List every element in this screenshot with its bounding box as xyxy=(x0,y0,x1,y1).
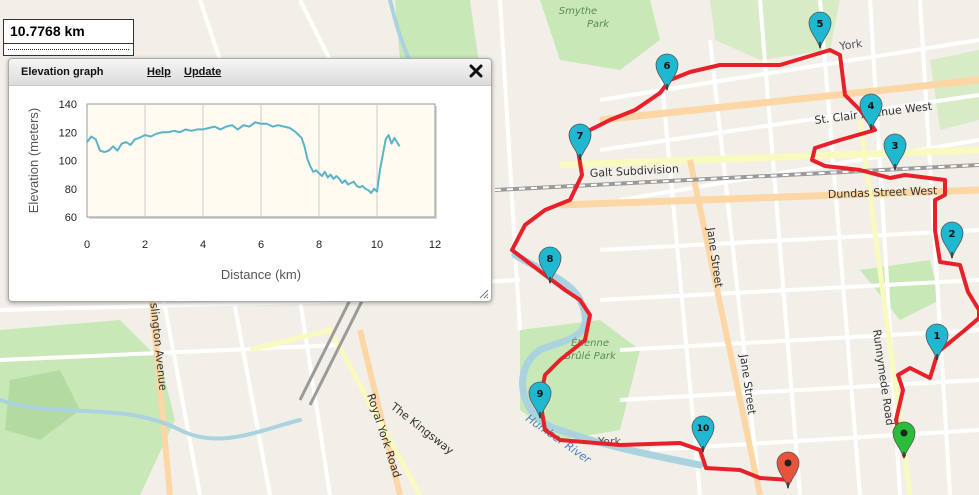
route-distance: 10.7768 km xyxy=(3,19,134,44)
x-tick-label: 10 xyxy=(371,239,383,251)
route-line xyxy=(510,48,979,482)
waypoint-marker-7[interactable]: 7 xyxy=(568,123,592,162)
marker-label: 6 xyxy=(664,61,671,72)
elevation-chart: 0 2 4 6 8 10 12 60 80 100 120 140 Distance (km) Eleva… xyxy=(26,99,441,282)
y-axis-title: Elevation (meters) xyxy=(26,108,41,213)
marker-label: 3 xyxy=(892,141,899,152)
elevation-panel-header[interactable]: Elevation graph Help Update xyxy=(9,59,491,86)
waypoint-marker-9[interactable]: 9 xyxy=(528,381,552,420)
x-tick-label: 8 xyxy=(316,239,322,251)
waypoint-marker-1[interactable]: 1 xyxy=(925,323,949,362)
marker-label: 4 xyxy=(868,101,875,112)
close-icon[interactable] xyxy=(467,62,485,80)
y-tick-label: 80 xyxy=(65,184,77,196)
marker-label: 7 xyxy=(577,131,584,142)
update-link[interactable]: Update xyxy=(184,66,222,78)
map-label-galt-subdivision: Galt Subdivision xyxy=(589,162,679,180)
waypoint-marker-8[interactable]: 8 xyxy=(538,246,562,285)
route-markers: 1 2 3 4 5 6 7 8 9 10 xyxy=(528,11,964,490)
y-tick-label: 140 xyxy=(59,99,77,111)
start-marker-icon[interactable] xyxy=(892,421,916,460)
map-label-etienne-park-line2: Brûlé Park xyxy=(564,350,617,362)
distance-box-underline xyxy=(3,44,134,56)
map-label-smythe-park: Smythe xyxy=(559,6,597,17)
resize-grip-icon[interactable] xyxy=(477,287,489,299)
help-link[interactable]: Help xyxy=(147,66,171,78)
marker-label: 10 xyxy=(697,424,710,434)
waypoint-marker-4[interactable]: 4 xyxy=(859,93,883,132)
marker-label: 2 xyxy=(949,229,956,240)
map-label-york-north: York xyxy=(838,37,864,53)
x-tick-label: 0 xyxy=(84,239,90,251)
waypoint-marker-3[interactable]: 3 xyxy=(883,133,907,172)
end-marker-icon[interactable] xyxy=(776,451,800,490)
waypoint-marker-10[interactable]: 10 xyxy=(691,415,715,454)
marker-label: 5 xyxy=(817,19,824,30)
x-tick-label: 12 xyxy=(429,239,441,251)
x-tick-label: 2 xyxy=(142,239,148,251)
y-tick-label: 60 xyxy=(65,212,77,224)
elevation-panel: Elevation graph Help Update 0 2 4 6 8 10 12 60 8… xyxy=(8,58,492,302)
waypoint-marker-2[interactable]: 2 xyxy=(940,221,964,260)
x-tick-label: 4 xyxy=(200,239,206,251)
x-tick-label: 6 xyxy=(258,239,264,251)
map-label-smythe-park-line2: Park xyxy=(587,19,610,30)
marker-label: 1 xyxy=(934,331,941,342)
waypoint-marker-6[interactable]: 6 xyxy=(655,53,679,92)
x-axis-title: Distance (km) xyxy=(221,267,301,282)
y-tick-label: 100 xyxy=(59,156,77,168)
map-label-dundas: Dundas Street West xyxy=(828,184,938,201)
elevation-line xyxy=(86,121,401,194)
marker-label: 9 xyxy=(537,389,544,400)
marker-label: 8 xyxy=(547,254,554,265)
waypoint-marker-5[interactable]: 5 xyxy=(808,11,832,50)
y-tick-label: 120 xyxy=(59,127,77,139)
elevation-panel-title: Elevation graph xyxy=(21,66,104,78)
